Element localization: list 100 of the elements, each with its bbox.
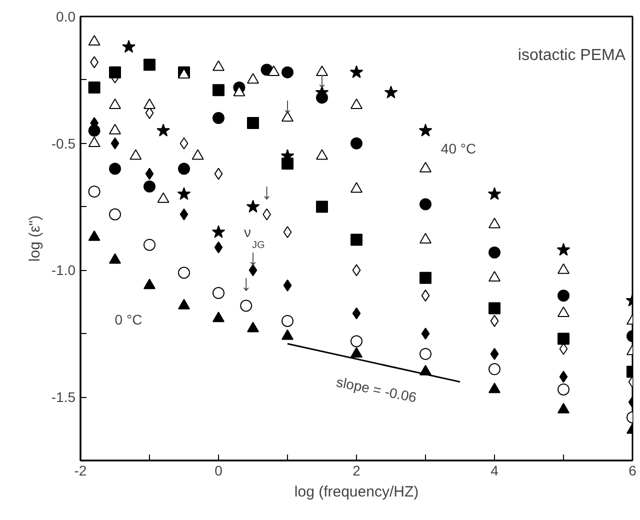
point <box>109 253 121 264</box>
point <box>88 136 100 148</box>
point <box>283 279 292 292</box>
y-tick-label: -0.5 <box>51 135 76 152</box>
point <box>247 322 259 332</box>
point <box>109 124 121 134</box>
point <box>212 225 226 238</box>
point <box>556 242 570 256</box>
point <box>88 82 100 94</box>
x-tick-label: 0 <box>214 462 223 478</box>
point <box>212 112 224 124</box>
point <box>420 348 432 360</box>
point <box>558 402 570 414</box>
point <box>420 232 432 244</box>
point <box>192 149 204 160</box>
point <box>352 307 361 320</box>
annotation: ↓ <box>240 270 252 296</box>
point <box>178 298 190 310</box>
x-tick-label: -2 <box>74 462 87 478</box>
x-axis-title: log (frequency/HZ) <box>294 484 419 500</box>
point <box>177 187 191 200</box>
point <box>240 300 252 312</box>
point <box>109 162 121 175</box>
point <box>316 200 328 213</box>
point <box>212 312 224 322</box>
point <box>350 98 362 109</box>
y-tick-label: 0.0 <box>56 8 76 24</box>
point <box>212 287 224 300</box>
point <box>418 124 432 136</box>
annotation: 0 °C <box>114 312 142 328</box>
annotation: ↓ <box>261 179 272 204</box>
point <box>130 149 142 160</box>
point <box>350 182 362 193</box>
point <box>420 198 432 210</box>
point <box>233 86 246 96</box>
annotation: isotactic PEMA <box>518 47 626 64</box>
point <box>88 186 100 198</box>
point <box>268 65 280 76</box>
point <box>490 314 499 327</box>
point <box>488 218 500 228</box>
point <box>178 162 190 175</box>
point <box>490 348 499 360</box>
point <box>144 238 156 251</box>
point <box>350 65 364 78</box>
point <box>109 98 121 109</box>
point <box>88 124 100 137</box>
point <box>144 98 156 109</box>
point <box>248 264 258 276</box>
x-tick-label: 6 <box>628 462 637 478</box>
point <box>144 58 156 71</box>
y-tick-label: -1.0 <box>51 262 76 278</box>
point <box>282 329 294 340</box>
point <box>488 302 500 314</box>
point <box>421 290 430 302</box>
annotation: slope = -0.06 <box>335 374 418 406</box>
point <box>488 270 500 282</box>
y-tick-label: -1.5 <box>51 389 76 406</box>
point <box>420 162 432 172</box>
point <box>420 272 432 284</box>
point <box>558 290 570 302</box>
point <box>178 266 190 279</box>
x-tick-label: 2 <box>352 462 361 478</box>
point <box>110 137 120 150</box>
point <box>488 187 502 200</box>
point <box>350 234 362 246</box>
point <box>558 332 570 345</box>
point <box>214 241 223 254</box>
point <box>558 383 570 396</box>
point <box>145 168 154 180</box>
point <box>421 328 430 340</box>
y-axis-title: log (ε") <box>26 215 44 262</box>
point <box>109 66 121 78</box>
point <box>559 370 568 383</box>
point <box>212 60 224 71</box>
annotation: 40 °C <box>440 140 476 156</box>
point <box>282 66 294 78</box>
point <box>180 208 188 220</box>
point <box>488 382 500 394</box>
point <box>157 192 170 203</box>
point <box>144 278 156 290</box>
point <box>88 35 100 46</box>
point <box>558 306 570 318</box>
point <box>350 347 362 358</box>
point <box>180 137 188 150</box>
point <box>246 200 260 213</box>
point <box>350 137 362 150</box>
point <box>88 230 100 241</box>
point <box>214 168 223 180</box>
point <box>109 208 121 220</box>
point <box>283 226 292 238</box>
point <box>144 180 156 192</box>
point <box>352 264 361 276</box>
point <box>156 124 170 136</box>
annotation: ↓ <box>282 92 293 118</box>
point <box>488 246 500 258</box>
point <box>282 314 294 327</box>
point <box>488 363 500 376</box>
point <box>350 335 362 348</box>
point <box>247 117 259 130</box>
x-tick-label: 4 <box>490 462 499 478</box>
